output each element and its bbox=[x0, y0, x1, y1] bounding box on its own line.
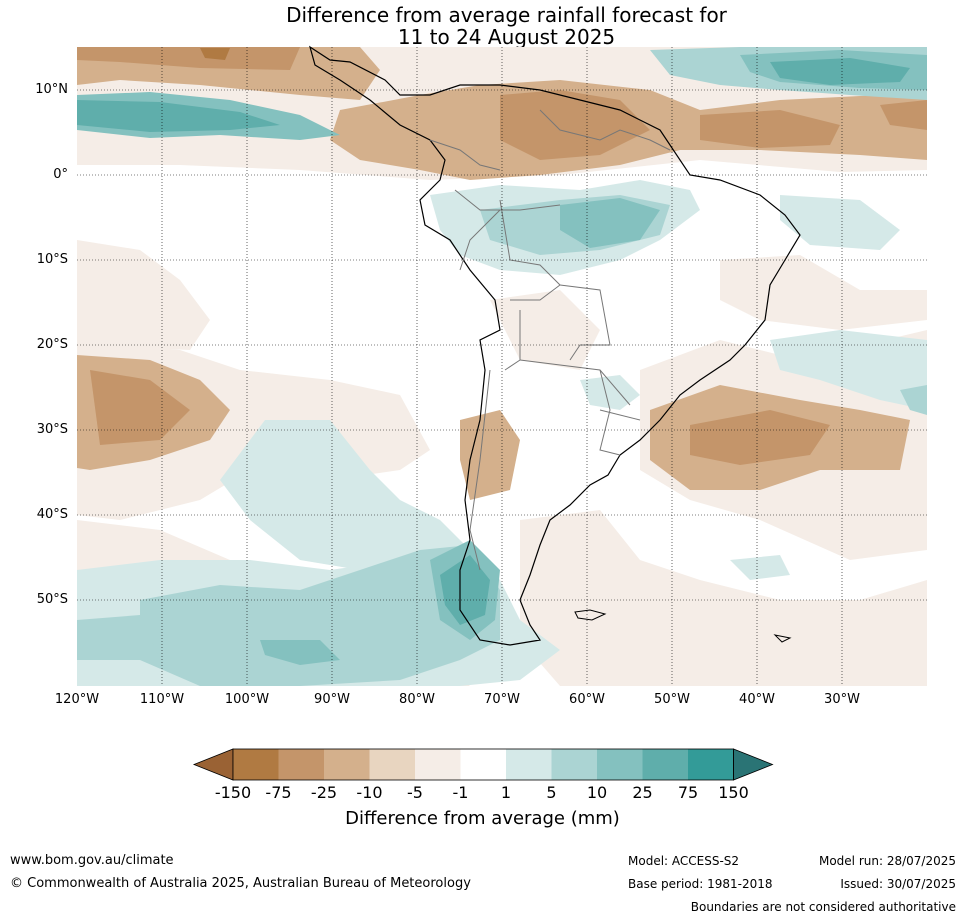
colorbar-swatch bbox=[551, 749, 597, 780]
rainfall-anomaly-field bbox=[77, 47, 927, 686]
colorbar-tick-label: 75 bbox=[677, 783, 699, 802]
lon-label-80w: 80°W bbox=[399, 692, 435, 707]
colorbar-tick-label: 10 bbox=[586, 783, 608, 802]
south-georgia bbox=[773, 634, 792, 643]
colorbar-tick-label: 150 bbox=[718, 783, 749, 802]
colorbar-tick-label: -5 bbox=[407, 783, 423, 802]
colorbar-swatch bbox=[369, 749, 415, 780]
colorbar-outline bbox=[232, 748, 734, 781]
colorbar-tick-label: 1 bbox=[500, 783, 512, 802]
lat-label-50s: 50°S bbox=[36, 592, 68, 607]
lon-label-50w: 50°W bbox=[654, 692, 690, 707]
colorbar-swatch bbox=[324, 749, 370, 780]
lat-label-40s: 40°S bbox=[36, 507, 68, 522]
lat-label-20s: 20°S bbox=[36, 337, 68, 352]
colorbar-swatch bbox=[506, 749, 552, 780]
map-title: Difference from average rainfall forecas… bbox=[0, 4, 965, 48]
footer-disclaimer: Boundaries are not considered authoritat… bbox=[690, 900, 956, 914]
lon-label-90w: 90°W bbox=[314, 692, 350, 707]
colorbar-tick-label: -150 bbox=[214, 783, 252, 802]
footer-url[interactable]: www.bom.gov.au/climate bbox=[10, 853, 174, 868]
colorbar-title: Difference from average (mm) bbox=[345, 808, 620, 829]
colorbar-tick-label: -75 bbox=[265, 783, 292, 802]
colorbar-tick-label: 25 bbox=[632, 783, 653, 802]
lat-label-0: 0° bbox=[53, 167, 68, 182]
colorbar-tick-label: 5 bbox=[546, 783, 557, 802]
lat-label-10n: 10°N bbox=[35, 82, 68, 97]
colorbar-arrow-low bbox=[192, 748, 234, 781]
colorbar-swatch bbox=[415, 749, 461, 780]
lon-label-100w: 100°W bbox=[224, 692, 270, 707]
footer-issued: Issued: 30/07/2025 bbox=[840, 877, 956, 891]
lon-label-120w: 120°W bbox=[54, 692, 100, 707]
colorbar-tick-label: -10 bbox=[356, 783, 383, 802]
footer-model: Model: ACCESS-S2 bbox=[628, 854, 740, 868]
title-line-2: 11 to 24 August 2025 bbox=[397, 25, 616, 49]
colorbar bbox=[192, 748, 774, 781]
lon-label-60w: 60°W bbox=[569, 692, 605, 707]
footer-model-run: Model run: 28/07/2025 bbox=[818, 854, 956, 868]
colorbar-arrow-high bbox=[733, 748, 774, 781]
lon-label-70w: 70°W bbox=[484, 692, 520, 707]
continent-outline bbox=[308, 45, 801, 646]
colorbar-swatch bbox=[688, 749, 734, 780]
lon-label-110w: 110°W bbox=[139, 692, 185, 707]
colorbar-swatch bbox=[642, 749, 688, 780]
falkland-islands bbox=[574, 609, 607, 621]
footer-copyright: © Commonwealth of Australia 2025, Austra… bbox=[10, 876, 471, 891]
colorbar-swatch bbox=[278, 749, 324, 780]
colorbar-swatch bbox=[460, 749, 506, 780]
title-line-1: Difference from average rainfall forecas… bbox=[286, 3, 727, 27]
colorbar-swatch bbox=[233, 749, 279, 780]
lon-label-40w: 40°W bbox=[739, 692, 775, 707]
colorbar-tick-label: -25 bbox=[310, 783, 338, 802]
footer-base-period: Base period: 1981-2018 bbox=[628, 877, 773, 891]
lon-label-30w: 30°W bbox=[824, 692, 860, 707]
lat-label-30s: 30°S bbox=[36, 422, 68, 437]
colorbar-tick-label: -1 bbox=[452, 783, 469, 802]
colorbar-swatch bbox=[597, 749, 643, 780]
lat-label-10s: 10°S bbox=[36, 252, 68, 267]
graticule bbox=[77, 47, 927, 686]
